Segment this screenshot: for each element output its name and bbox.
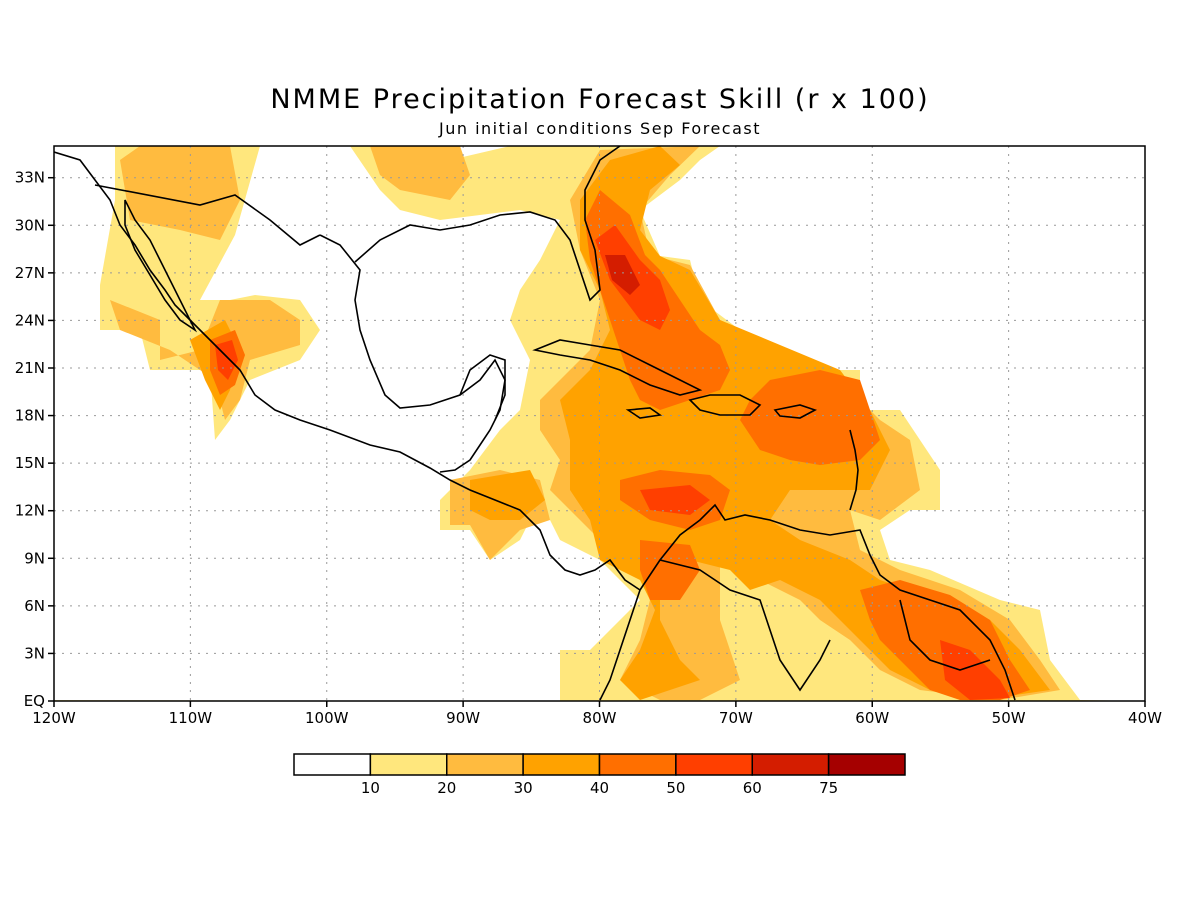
graticule: [54, 146, 1145, 701]
legend-label: 50: [666, 779, 685, 797]
legend-label: 10: [361, 779, 380, 797]
lat-tick-label: EQ: [24, 692, 45, 710]
lat-axis: EQ 3N 6N 9N 12N 15N 18N 21N 24N 27N 30N 33N: [15, 169, 54, 710]
legend-swatch: [827, 753, 906, 776]
lon-tick-label: 70W: [719, 709, 753, 727]
legend-swatch: [751, 753, 830, 776]
lon-tick-label: 120W: [32, 709, 76, 727]
lat-tick-label: 3N: [24, 644, 45, 662]
legend-swatch: [598, 753, 677, 776]
lat-tick-label: 30N: [15, 216, 45, 234]
lat-tick-label: 15N: [15, 454, 45, 472]
map-title: NMME Precipitation Forecast Skill (r x 1…: [270, 84, 930, 115]
lat-tick-label: 21N: [15, 359, 45, 377]
lon-tick-label: 40W: [1128, 709, 1162, 727]
legend-label: 20: [437, 779, 456, 797]
lat-tick-label: 27N: [15, 264, 45, 282]
legend-swatch: [293, 753, 372, 776]
color-legend: 10 20 30 40 50 60 75: [293, 753, 906, 797]
legend-swatch: [675, 753, 753, 776]
lon-tick-label: 50W: [992, 709, 1026, 727]
legend-label: 30: [514, 779, 533, 797]
lon-tick-label: 90W: [446, 709, 480, 727]
skill-shading: [54, 146, 1145, 701]
lon-tick-label: 100W: [305, 709, 349, 727]
lon-tick-label: 60W: [855, 709, 889, 727]
lon-tick-label: 110W: [169, 709, 213, 727]
lon-tick-label: 80W: [583, 709, 617, 727]
lat-tick-label: 18N: [15, 407, 45, 425]
lat-tick-label: 33N: [15, 169, 45, 187]
lat-tick-label: 9N: [24, 549, 45, 567]
legend-swatch: [522, 753, 601, 776]
map-subtitle: Jun initial conditions Sep Forecast: [438, 119, 761, 138]
legend-label: 40: [590, 779, 609, 797]
lat-tick-label: 12N: [15, 502, 45, 520]
lat-tick-label: 24N: [15, 311, 45, 329]
legend-label: 60: [743, 779, 762, 797]
legend-label: 75: [819, 779, 838, 797]
legend-swatch: [446, 753, 524, 776]
legend-swatch: [369, 753, 448, 776]
lon-axis: 120W 110W 100W 90W 80W 70W 60W 50W 40W: [32, 701, 1162, 727]
coastlines: [54, 146, 1016, 701]
lat-tick-label: 6N: [24, 597, 45, 615]
